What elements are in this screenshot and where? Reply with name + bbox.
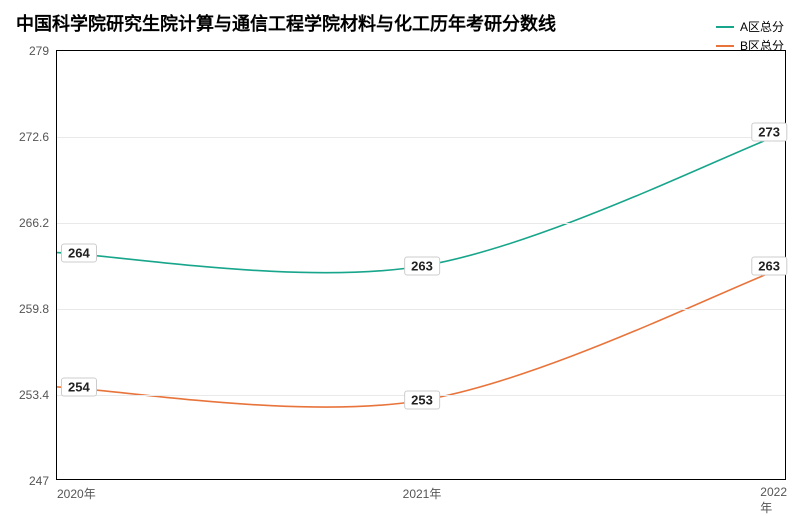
chart-title: 中国科学院研究生院计算与通信工程学院材料与化工历年考研分数线	[16, 10, 556, 36]
y-tick-label: 279	[29, 44, 49, 58]
y-gridline	[57, 223, 785, 224]
data-label: 273	[751, 122, 787, 141]
plot-area: 247253.4259.8266.2272.62792020年2021年2022…	[56, 50, 786, 480]
x-tick-label: 2021年	[403, 485, 442, 502]
x-tick-label: 2020年	[57, 485, 96, 502]
series-line-0	[57, 132, 787, 273]
y-tick-label: 266.2	[19, 216, 49, 230]
y-tick-label: 253.4	[19, 388, 49, 402]
legend-label-a: A区总分	[740, 18, 784, 35]
y-gridline	[57, 137, 785, 138]
data-label: 253	[404, 391, 440, 410]
y-tick-label: 272.6	[19, 130, 49, 144]
x-tick-label: 2022年	[760, 485, 787, 516]
legend-swatch-b	[716, 45, 734, 47]
data-label: 263	[751, 257, 787, 276]
y-tick-label: 259.8	[19, 302, 49, 316]
legend-swatch-a	[716, 26, 734, 28]
data-label: 254	[61, 377, 97, 396]
series-line-1	[57, 266, 787, 407]
legend-item-a: A区总分	[716, 18, 784, 35]
line-chart: 中国科学院研究生院计算与通信工程学院材料与化工历年考研分数线 A区总分 B区总分…	[0, 0, 800, 500]
data-label: 263	[404, 257, 440, 276]
y-tick-label: 247	[29, 474, 49, 488]
data-label: 264	[61, 243, 97, 262]
y-gridline	[57, 309, 785, 310]
